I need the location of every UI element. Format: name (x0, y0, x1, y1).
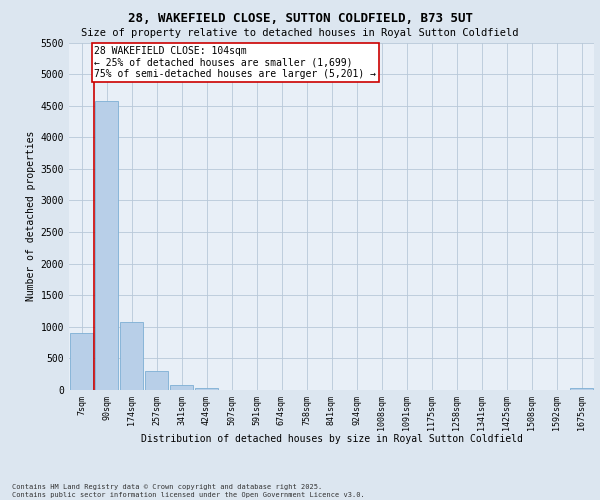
X-axis label: Distribution of detached houses by size in Royal Sutton Coldfield: Distribution of detached houses by size … (140, 434, 523, 444)
Text: 28, WAKEFIELD CLOSE, SUTTON COLDFIELD, B73 5UT: 28, WAKEFIELD CLOSE, SUTTON COLDFIELD, B… (128, 12, 473, 26)
Bar (95, 102, 118, 390)
Text: Size of property relative to detached houses in Royal Sutton Coldfield: Size of property relative to detached ho… (81, 28, 519, 38)
Bar (170, 386, 193, 390)
Y-axis label: Number of detached properties: Number of detached properties (26, 131, 37, 302)
Text: 28 WAKEFIELD CLOSE: 104sqm
← 25% of detached houses are smaller (1,699)
75% of s: 28 WAKEFIELD CLOSE: 104sqm ← 25% of deta… (95, 46, 377, 79)
Bar (570, 388, 593, 390)
Bar (145, 372, 168, 390)
Text: Contains HM Land Registry data © Crown copyright and database right 2025.
Contai: Contains HM Land Registry data © Crown c… (12, 484, 365, 498)
Bar (70, 333, 93, 390)
Bar (195, 388, 218, 390)
Bar (120, 322, 143, 390)
